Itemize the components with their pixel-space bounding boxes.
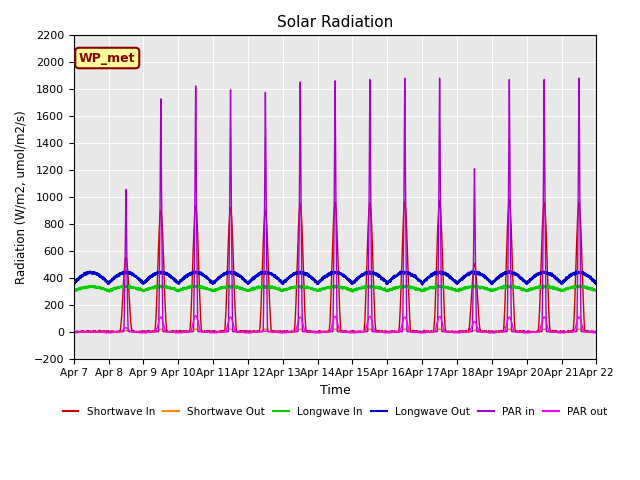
Title: Solar Radiation: Solar Radiation: [277, 15, 393, 30]
Y-axis label: Radiation (W/m2, umol/m2/s): Radiation (W/m2, umol/m2/s): [15, 110, 28, 284]
X-axis label: Time: Time: [320, 384, 351, 397]
Text: WP_met: WP_met: [79, 51, 136, 64]
Legend: Shortwave In, Shortwave Out, Longwave In, Longwave Out, PAR in, PAR out: Shortwave In, Shortwave Out, Longwave In…: [58, 403, 612, 421]
